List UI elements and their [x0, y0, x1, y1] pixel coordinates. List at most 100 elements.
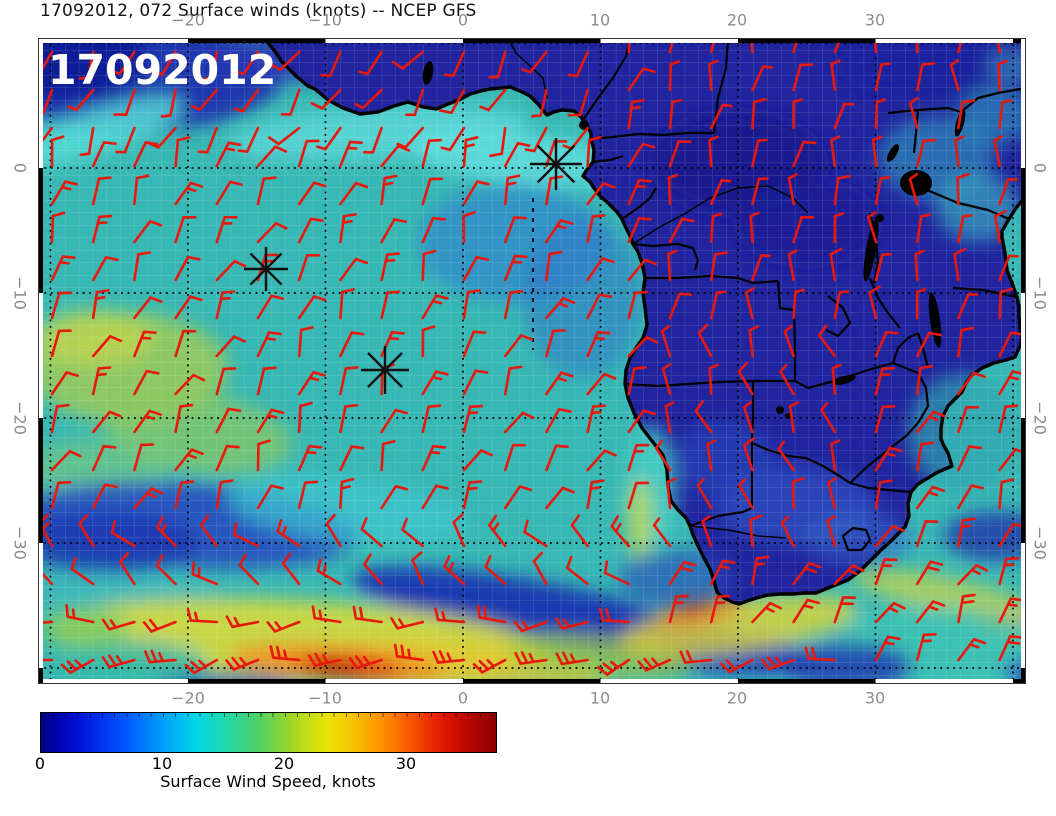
- wind-barb: [783, 325, 795, 358]
- wind-barb: [380, 144, 411, 168]
- wind-barb: [380, 408, 409, 434]
- wind-barb: [256, 331, 282, 358]
- wind-barb: [256, 439, 271, 472]
- wind-barb: [956, 172, 970, 206]
- wind-barb: [101, 618, 136, 631]
- wind-barb: [339, 403, 359, 434]
- colorbar-tick-label: 30: [395, 754, 417, 773]
- wind-barb: [266, 620, 301, 633]
- wind-barb: [503, 485, 533, 510]
- wind-barb: [79, 126, 95, 157]
- wind-barb: [50, 180, 78, 206]
- wind-barb: [60, 658, 95, 674]
- wind-barb: [915, 600, 946, 624]
- river: [689, 525, 787, 539]
- wind-barb: [668, 560, 697, 586]
- wind-barb: [792, 98, 803, 130]
- wind-barb: [874, 176, 891, 206]
- wind-barb: [443, 50, 466, 77]
- wind-barb: [215, 479, 234, 510]
- wind-barb: [91, 483, 118, 510]
- wind-barb: [709, 178, 732, 206]
- wind-barb: [503, 254, 528, 282]
- wind-barb: [215, 290, 236, 320]
- wind-barb: [316, 126, 342, 151]
- wind-barb: [833, 212, 845, 244]
- wind-barb: [998, 178, 1018, 206]
- wind-barb: [868, 285, 881, 320]
- wind-barb: [957, 292, 979, 320]
- wind-barb: [520, 50, 548, 74]
- wind-barb: [160, 88, 177, 118]
- wind-barb: [78, 513, 95, 548]
- wind-barb: [297, 217, 324, 244]
- wind-barb: [133, 330, 157, 358]
- wind-barb: [174, 403, 194, 434]
- wind-barb: [421, 404, 442, 434]
- wind-barb: [586, 213, 606, 244]
- wind-barb: [751, 138, 768, 168]
- wind-barb: [432, 650, 466, 664]
- wind-barb: [627, 481, 650, 510]
- wind-barb: [91, 289, 110, 320]
- wind-barb: [598, 607, 631, 624]
- wind-barb: [115, 126, 136, 154]
- country-border: [582, 38, 632, 121]
- wind-barb: [91, 141, 117, 168]
- lat-tick-label-left: −30: [10, 526, 30, 560]
- wind-barb: [652, 517, 672, 548]
- wind-barb: [914, 249, 925, 282]
- wind-barb: [627, 216, 652, 244]
- asterisk-marker: [530, 138, 582, 190]
- wind-barb: [311, 605, 342, 624]
- wind-barb: [915, 62, 936, 92]
- wind-barb: [787, 173, 798, 206]
- wind-barb: [998, 331, 1024, 358]
- wind-barb: [91, 366, 112, 396]
- wind-barb: [50, 403, 70, 434]
- wind-barb: [957, 637, 987, 662]
- wind-barb: [411, 551, 425, 586]
- wind-barb: [708, 363, 719, 396]
- wind-barb: [949, 59, 960, 92]
- wind-barb: [110, 520, 136, 548]
- lon-tick-label-bottom: −20: [171, 688, 205, 708]
- wind-barb: [524, 126, 548, 153]
- wind-barb: [390, 617, 425, 630]
- lat-tick-label-right: −20: [1030, 401, 1050, 435]
- wind-barb: [67, 88, 95, 112]
- wind-barb: [462, 369, 489, 396]
- lat-tick-label-left: −10: [10, 276, 30, 310]
- wind-barb: [421, 216, 446, 244]
- wind-barb: [50, 291, 73, 320]
- wind-barb: [503, 334, 534, 358]
- lake: [886, 144, 900, 162]
- wind-barb: [155, 554, 177, 586]
- wind-barb: [133, 443, 155, 472]
- wind-barb: [256, 176, 277, 206]
- wind-barb: [668, 98, 682, 130]
- wind-barb: [586, 135, 602, 168]
- wind-barb: [320, 50, 342, 78]
- wind-barb: [421, 294, 449, 320]
- wind-barb: [110, 50, 136, 75]
- wind-barb: [380, 290, 401, 320]
- wind-barb: [586, 404, 607, 434]
- wind-barb: [627, 336, 659, 358]
- wind-barb: [874, 558, 898, 586]
- wind-barb: [667, 249, 678, 282]
- model-grid-lines: [38, 38, 1026, 684]
- wind-barb: [998, 287, 1014, 320]
- wind-barb: [709, 103, 733, 130]
- wind-barb: [503, 411, 535, 434]
- wind-barb: [297, 444, 323, 472]
- wind-barb: [78, 50, 95, 80]
- wind-barb: [998, 99, 1013, 130]
- wind-barb: [874, 62, 892, 92]
- wind-barb: [215, 444, 240, 472]
- lake: [832, 375, 856, 385]
- lon-tick-label-top: −10: [308, 10, 342, 30]
- wind-barb: [627, 409, 656, 434]
- lake: [876, 214, 884, 222]
- wind-barb: [339, 477, 355, 510]
